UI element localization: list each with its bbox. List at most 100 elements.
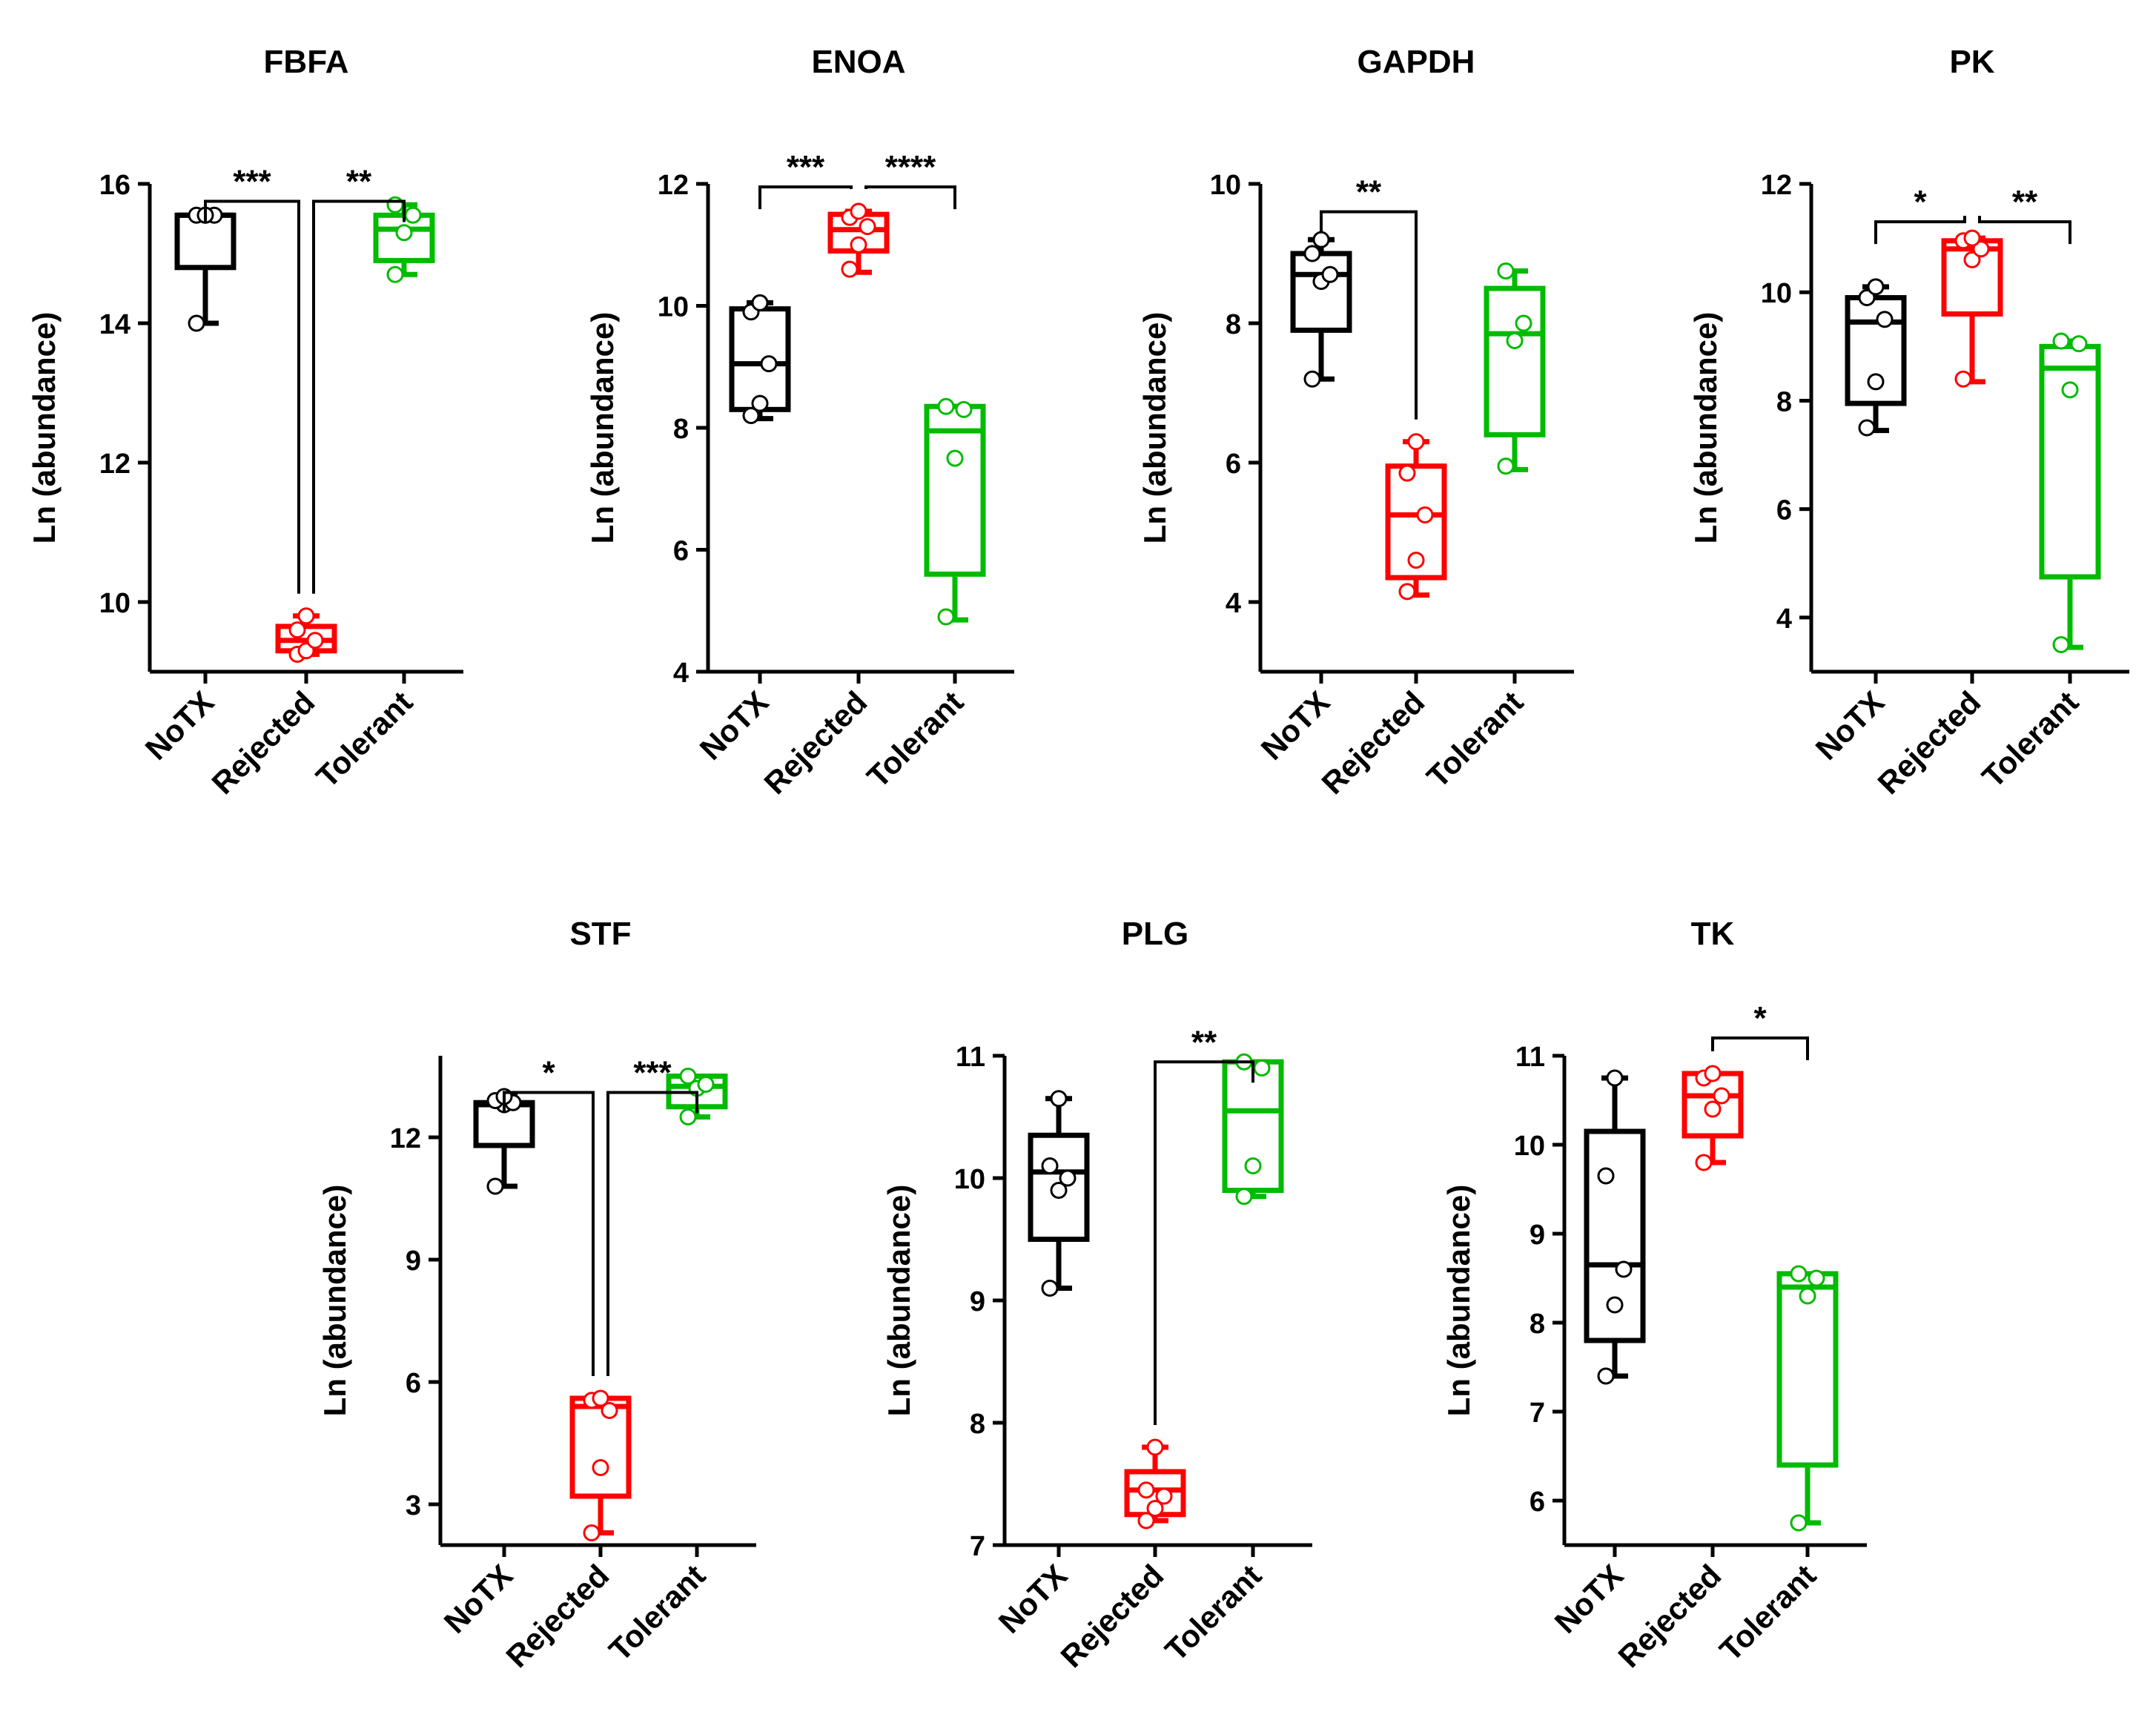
x-tick-label: Tolerant xyxy=(1713,1558,1822,1667)
y-tick-label: 10 xyxy=(658,292,689,323)
y-tick-label: 9 xyxy=(970,1286,985,1317)
significance-bracket xyxy=(1711,1036,1809,1060)
box-tolerant xyxy=(1222,1053,1284,1206)
y-tick-label: 6 xyxy=(1776,495,1792,526)
x-tick-label: Tolerant xyxy=(602,1558,712,1667)
box-body xyxy=(1776,1271,1839,1468)
x-tick-label: Tolerant xyxy=(309,684,419,794)
y-tick-label: 10 xyxy=(1761,278,1792,309)
data-point xyxy=(1050,1090,1068,1108)
x-tick-label: NoTX xyxy=(437,1558,520,1640)
data-point xyxy=(1858,419,1876,437)
data-point xyxy=(1963,229,1981,247)
box-rejected xyxy=(1682,1065,1744,1171)
data-point xyxy=(1321,265,1339,283)
box-body xyxy=(924,403,986,577)
panel-title: PLG xyxy=(1122,916,1188,952)
box-notx xyxy=(1028,1090,1090,1297)
y-tick-label: 6 xyxy=(1530,1487,1545,1518)
data-point xyxy=(404,206,422,224)
box-notx xyxy=(1584,1069,1646,1385)
significance-label: ** xyxy=(1356,174,1382,211)
panel-title: TK xyxy=(1691,916,1735,952)
data-point xyxy=(1695,1154,1713,1171)
significance-bracket xyxy=(606,1091,698,1376)
y-tick-label: 8 xyxy=(1530,1309,1545,1340)
data-point xyxy=(679,1108,697,1125)
data-point xyxy=(592,1459,609,1476)
data-point xyxy=(1606,1069,1624,1087)
significance-label: * xyxy=(542,1055,555,1091)
box-notx xyxy=(1290,231,1352,388)
data-point xyxy=(1407,433,1425,451)
data-point xyxy=(1041,1280,1059,1297)
y-tick-label: 8 xyxy=(1226,309,1241,340)
data-point xyxy=(1303,370,1321,388)
x-tick-label: Rejected xyxy=(757,684,873,801)
data-point xyxy=(1407,552,1425,569)
x-tick-label: Tolerant xyxy=(1420,684,1530,794)
y-axis-label: Ln (abundance) xyxy=(882,1185,916,1417)
y-tick-label: 11 xyxy=(1515,1042,1545,1073)
y-tick-label: 14 xyxy=(99,309,130,340)
data-point xyxy=(1244,1157,1262,1174)
y-axis-label: Ln (abundance) xyxy=(1688,312,1723,544)
significance-bracket xyxy=(864,185,956,210)
box-notx xyxy=(729,294,791,425)
panel-enoa: ENOA 4 6 8 10 12 Ln (abundance) NoTXRejectedTol… xyxy=(585,44,1014,801)
data-point xyxy=(1954,370,1972,388)
data-point xyxy=(583,1524,601,1541)
data-point xyxy=(1253,1059,1271,1077)
data-point xyxy=(386,265,404,283)
data-point xyxy=(1146,1438,1164,1456)
y-tick-label: 4 xyxy=(1776,604,1792,635)
data-point xyxy=(1597,1167,1615,1185)
data-point xyxy=(1506,332,1524,349)
data-point xyxy=(1398,583,1416,601)
significance-label: ** xyxy=(2012,184,2038,220)
significance-bracket xyxy=(1154,1060,1254,1425)
y-tick-label: 16 xyxy=(99,170,130,201)
data-point xyxy=(1704,1065,1722,1082)
y-axis-label: Ln (abundance) xyxy=(317,1185,352,1417)
x-tick-label: Rejected xyxy=(1611,1558,1727,1674)
y-tick-label: 12 xyxy=(658,170,689,201)
significance-label: **** xyxy=(885,149,936,185)
data-point xyxy=(1615,1260,1633,1278)
significance-label: *** xyxy=(633,1055,672,1091)
data-point xyxy=(1155,1487,1173,1505)
panel-title: PK xyxy=(1949,44,1994,80)
box-tolerant xyxy=(1776,1265,1839,1532)
data-point xyxy=(1497,457,1515,475)
panel-fbfa: FBFA 10 12 14 16 Ln (abundance) NoTXRejectedTo… xyxy=(27,44,463,801)
data-point xyxy=(1137,1481,1155,1499)
data-point xyxy=(306,632,324,649)
y-tick-label: 8 xyxy=(970,1409,985,1440)
significance-label: ** xyxy=(346,164,372,200)
box-body xyxy=(174,212,237,271)
data-point xyxy=(1713,1087,1730,1105)
panel-title: ENOA xyxy=(811,44,905,80)
x-tick-label: NoTX xyxy=(693,684,776,767)
box-body xyxy=(473,1100,535,1148)
panel-gapdh: GAPDH 4 6 8 10 Ln (abundance) NoTXRejectedTole… xyxy=(1137,44,1574,801)
data-point xyxy=(1867,373,1885,391)
data-point xyxy=(760,355,778,373)
data-point xyxy=(841,260,859,278)
x-tick-label: Tolerant xyxy=(1158,1558,1268,1667)
significance-bracket xyxy=(312,199,406,594)
data-point xyxy=(850,202,867,220)
box-notx xyxy=(174,206,237,332)
data-point xyxy=(751,394,769,412)
y-tick-label: 4 xyxy=(673,658,689,689)
data-point xyxy=(1059,1169,1077,1187)
data-point xyxy=(486,1177,504,1195)
x-tick-label: Rejected xyxy=(1871,684,1987,801)
box-body xyxy=(729,306,791,412)
data-point xyxy=(742,407,760,425)
box-body xyxy=(2039,343,2101,580)
box-rejected xyxy=(827,202,890,278)
data-point xyxy=(1497,262,1515,280)
x-tick-label: Rejected xyxy=(1054,1558,1170,1674)
y-tick-label: 10 xyxy=(1210,170,1241,201)
